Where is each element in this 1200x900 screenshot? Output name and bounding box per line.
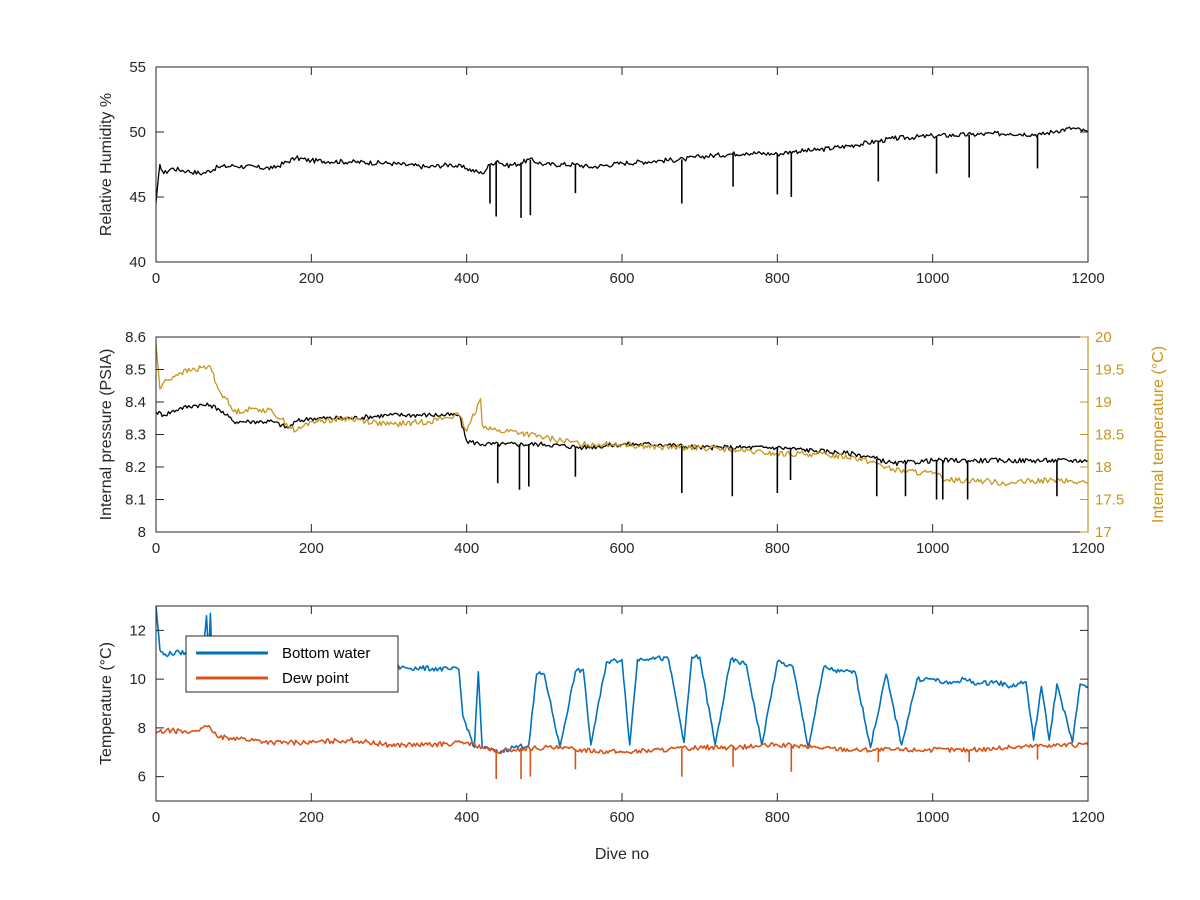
x-tick-label: 1200 — [1071, 270, 1104, 287]
y-right-tick-label: 18.5 — [1095, 427, 1124, 444]
legend-label-1: Bottom water — [282, 645, 370, 662]
y-right-tick-label: 17 — [1095, 524, 1112, 541]
series-line-1-1 — [156, 126, 1088, 204]
x-tick-label: 600 — [609, 809, 634, 826]
legend-box — [185, 635, 399, 693]
x-tick-label: 800 — [765, 809, 790, 826]
y-axis-label: Internal pressure (PSIA) — [98, 349, 115, 521]
x-tick-label: 400 — [454, 809, 479, 826]
x-axis-label: Dive no — [595, 846, 649, 863]
x-tick-label: 400 — [454, 270, 479, 287]
y-axis-label: Relative Humidity % — [98, 93, 115, 236]
x-tick-label: 600 — [609, 270, 634, 287]
y-tick-label: 8.1 — [125, 492, 146, 509]
x-tick-label: 200 — [299, 270, 324, 287]
series-line-2-1 — [156, 402, 1088, 467]
axes-box-1 — [155, 66, 1089, 263]
y-tick-label: 12 — [129, 622, 146, 639]
x-tick-label: 200 — [299, 809, 324, 826]
x-tick-label: 800 — [765, 540, 790, 557]
y-right-tick-label: 18 — [1095, 459, 1112, 476]
y-tick-label: 8.3 — [125, 427, 146, 444]
y-tick-label: 55 — [129, 59, 146, 76]
series-line-2-2 — [156, 343, 1088, 487]
x-tick-label: 1200 — [1071, 540, 1104, 557]
x-tick-label: 200 — [299, 540, 324, 557]
x-tick-label: 400 — [454, 540, 479, 557]
x-tick-label: 1000 — [916, 809, 949, 826]
y-tick-label: 6 — [138, 769, 146, 786]
y-tick-label: 10 — [129, 671, 146, 688]
legend-label-2: Dew point — [282, 670, 350, 687]
x-tick-label: 1000 — [916, 270, 949, 287]
legend: Bottom water Dew point — [185, 635, 399, 693]
y-tick-label: 45 — [129, 189, 146, 206]
chart-panel-2: 0 200 400 600 800 1000 1200 8 8.1 8.2 8.3 8.4 8.5 8.6… — [98, 329, 1167, 557]
y-tick-label: 8.5 — [125, 362, 146, 379]
y-right-axis-label: Internal temperature (°C) — [1150, 346, 1167, 523]
y-tick-label: 50 — [129, 124, 146, 141]
y-tick-label: 8 — [138, 720, 146, 737]
y-tick-label: 8 — [138, 524, 146, 541]
y-tick-label: 8.6 — [125, 329, 146, 346]
series-line-3-2 — [156, 724, 1088, 755]
x-tick-label: 1200 — [1071, 809, 1104, 826]
chart-panel-1: 0 200 400 600 800 1000 1200 40 45 50 55 Relative Hu… — [98, 59, 1105, 287]
y-tick-label: 8.4 — [125, 394, 146, 411]
y-right-tick-label: 19.5 — [1095, 362, 1124, 379]
y-right-tick-label: 17.5 — [1095, 492, 1124, 509]
y-right-tick-label: 19 — [1095, 394, 1112, 411]
x-tick-label: 0 — [152, 809, 160, 826]
x-tick-label: 0 — [152, 270, 160, 287]
axes-box-2 — [155, 336, 1089, 533]
y-tick-label: 40 — [129, 254, 146, 271]
y-tick-label: 8.2 — [125, 459, 146, 476]
x-tick-label: 1000 — [916, 540, 949, 557]
chart-panel-3: 0 200 400 600 800 1000 1200 6 8 10 12 Temperature (… — [98, 605, 1105, 863]
y-axis-label: Temperature (°C) — [98, 642, 115, 765]
y-right-tick-label: 20 — [1095, 329, 1112, 346]
x-tick-label: 0 — [152, 540, 160, 557]
x-tick-label: 800 — [765, 270, 790, 287]
axes-box-3 — [155, 605, 1089, 802]
x-tick-label: 600 — [609, 540, 634, 557]
